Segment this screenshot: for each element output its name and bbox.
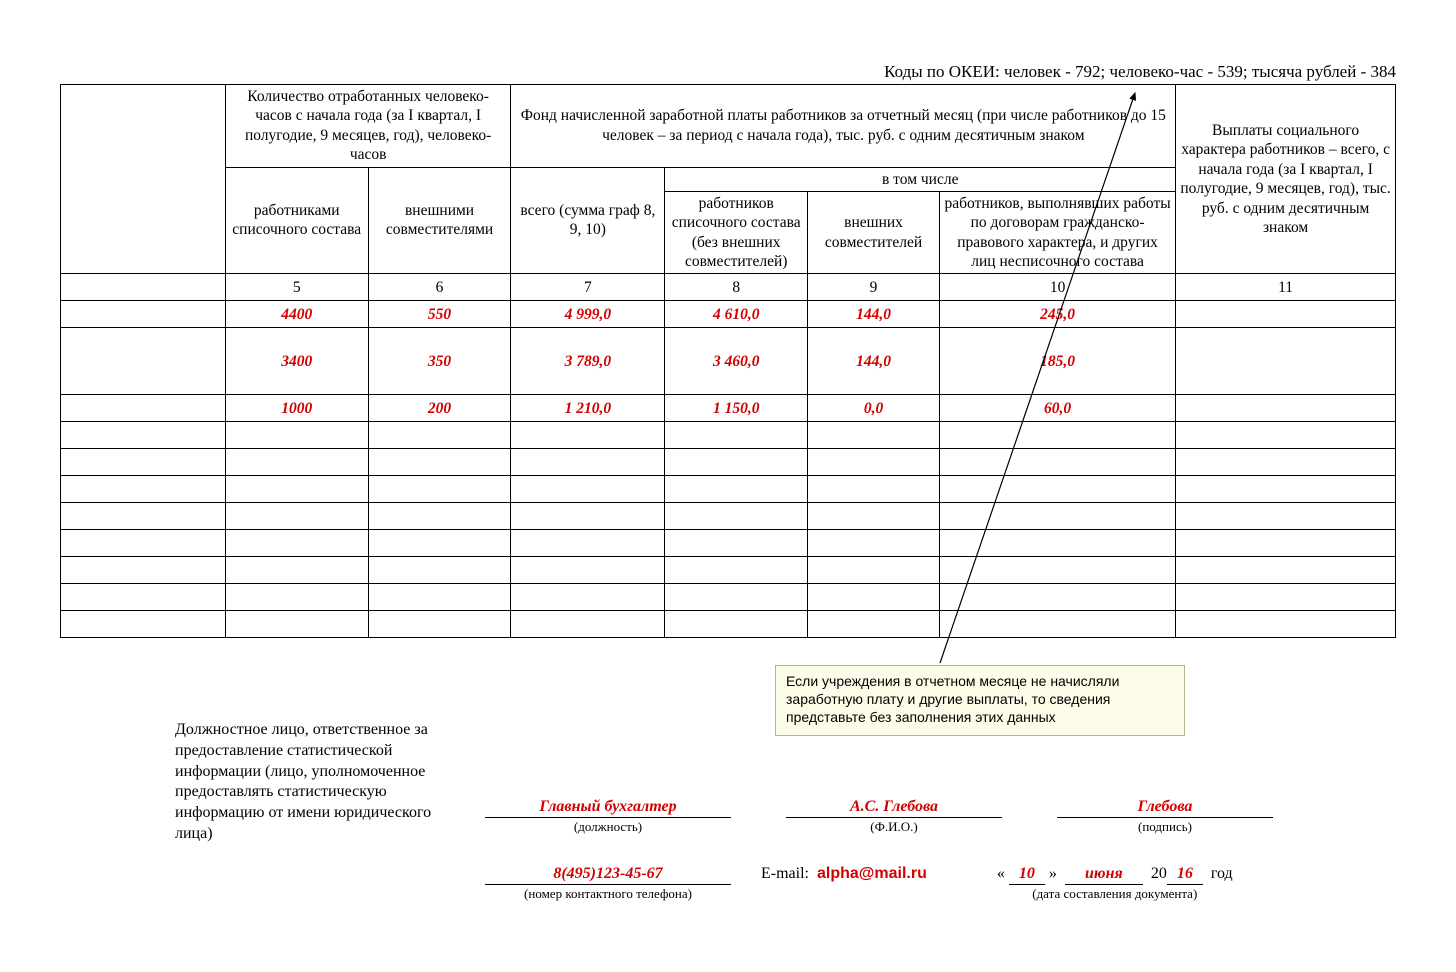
main-table: Количество отработанных человеко-часов с… <box>60 84 1396 638</box>
table-row <box>61 422 1396 449</box>
sig-signature: Глебова (подпись) <box>1057 798 1273 835</box>
header-including: в том числе <box>665 167 1176 191</box>
sig-email: E-mail: alpha@mail.ru <box>761 865 927 883</box>
sig-fio: А.С. Глебова (Ф.И.О.) <box>786 798 1002 835</box>
table-row: 34003503 789,03 460,0144,0185,0 <box>61 328 1396 395</box>
table-row <box>61 449 1396 476</box>
header-social: Выплаты социального характера работников… <box>1176 85 1396 274</box>
header-external: внешними совместителями <box>368 167 511 274</box>
column-number-row: 5 6 7 8 9 10 11 <box>61 274 1396 301</box>
header-total: всего (сумма граф 8, 9, 10) <box>511 167 665 274</box>
header-hours-group: Количество отработанных человеко-часов с… <box>225 85 511 168</box>
table-row <box>61 611 1396 638</box>
table-row <box>61 503 1396 530</box>
sig-phone: 8(495)123-45-67 (номер контактного телеф… <box>485 865 731 902</box>
table-row <box>61 476 1396 503</box>
header-inc-contract: работников, выполнявших работы по догово… <box>939 191 1175 274</box>
header-workers-list: работниками списочного состава <box>225 167 368 274</box>
table-row: 44005504 999,04 610,0144,0245,0 <box>61 301 1396 328</box>
sig-position: Главный бухгалтер (должность) <box>485 798 731 835</box>
table-row: 10002001 210,01 150,00,060,0 <box>61 395 1396 422</box>
sig-date: « 10 » июня 2016 год (дата составления д… <box>997 865 1233 902</box>
header-inc-workers: работников списочного состава (без внешн… <box>665 191 808 274</box>
header-fund-group: Фонд начисленной заработной платы работн… <box>511 85 1176 168</box>
table-row <box>61 584 1396 611</box>
table-row <box>61 530 1396 557</box>
header-inc-external: внешних совместителей <box>808 191 940 274</box>
table-row <box>61 557 1396 584</box>
header-blank <box>61 85 226 274</box>
okei-codes: Коды по ОКЕИ: человек - 792; человеко-ча… <box>60 62 1396 82</box>
responsible-text: Должностное лицо, ответственное за предо… <box>175 720 455 845</box>
